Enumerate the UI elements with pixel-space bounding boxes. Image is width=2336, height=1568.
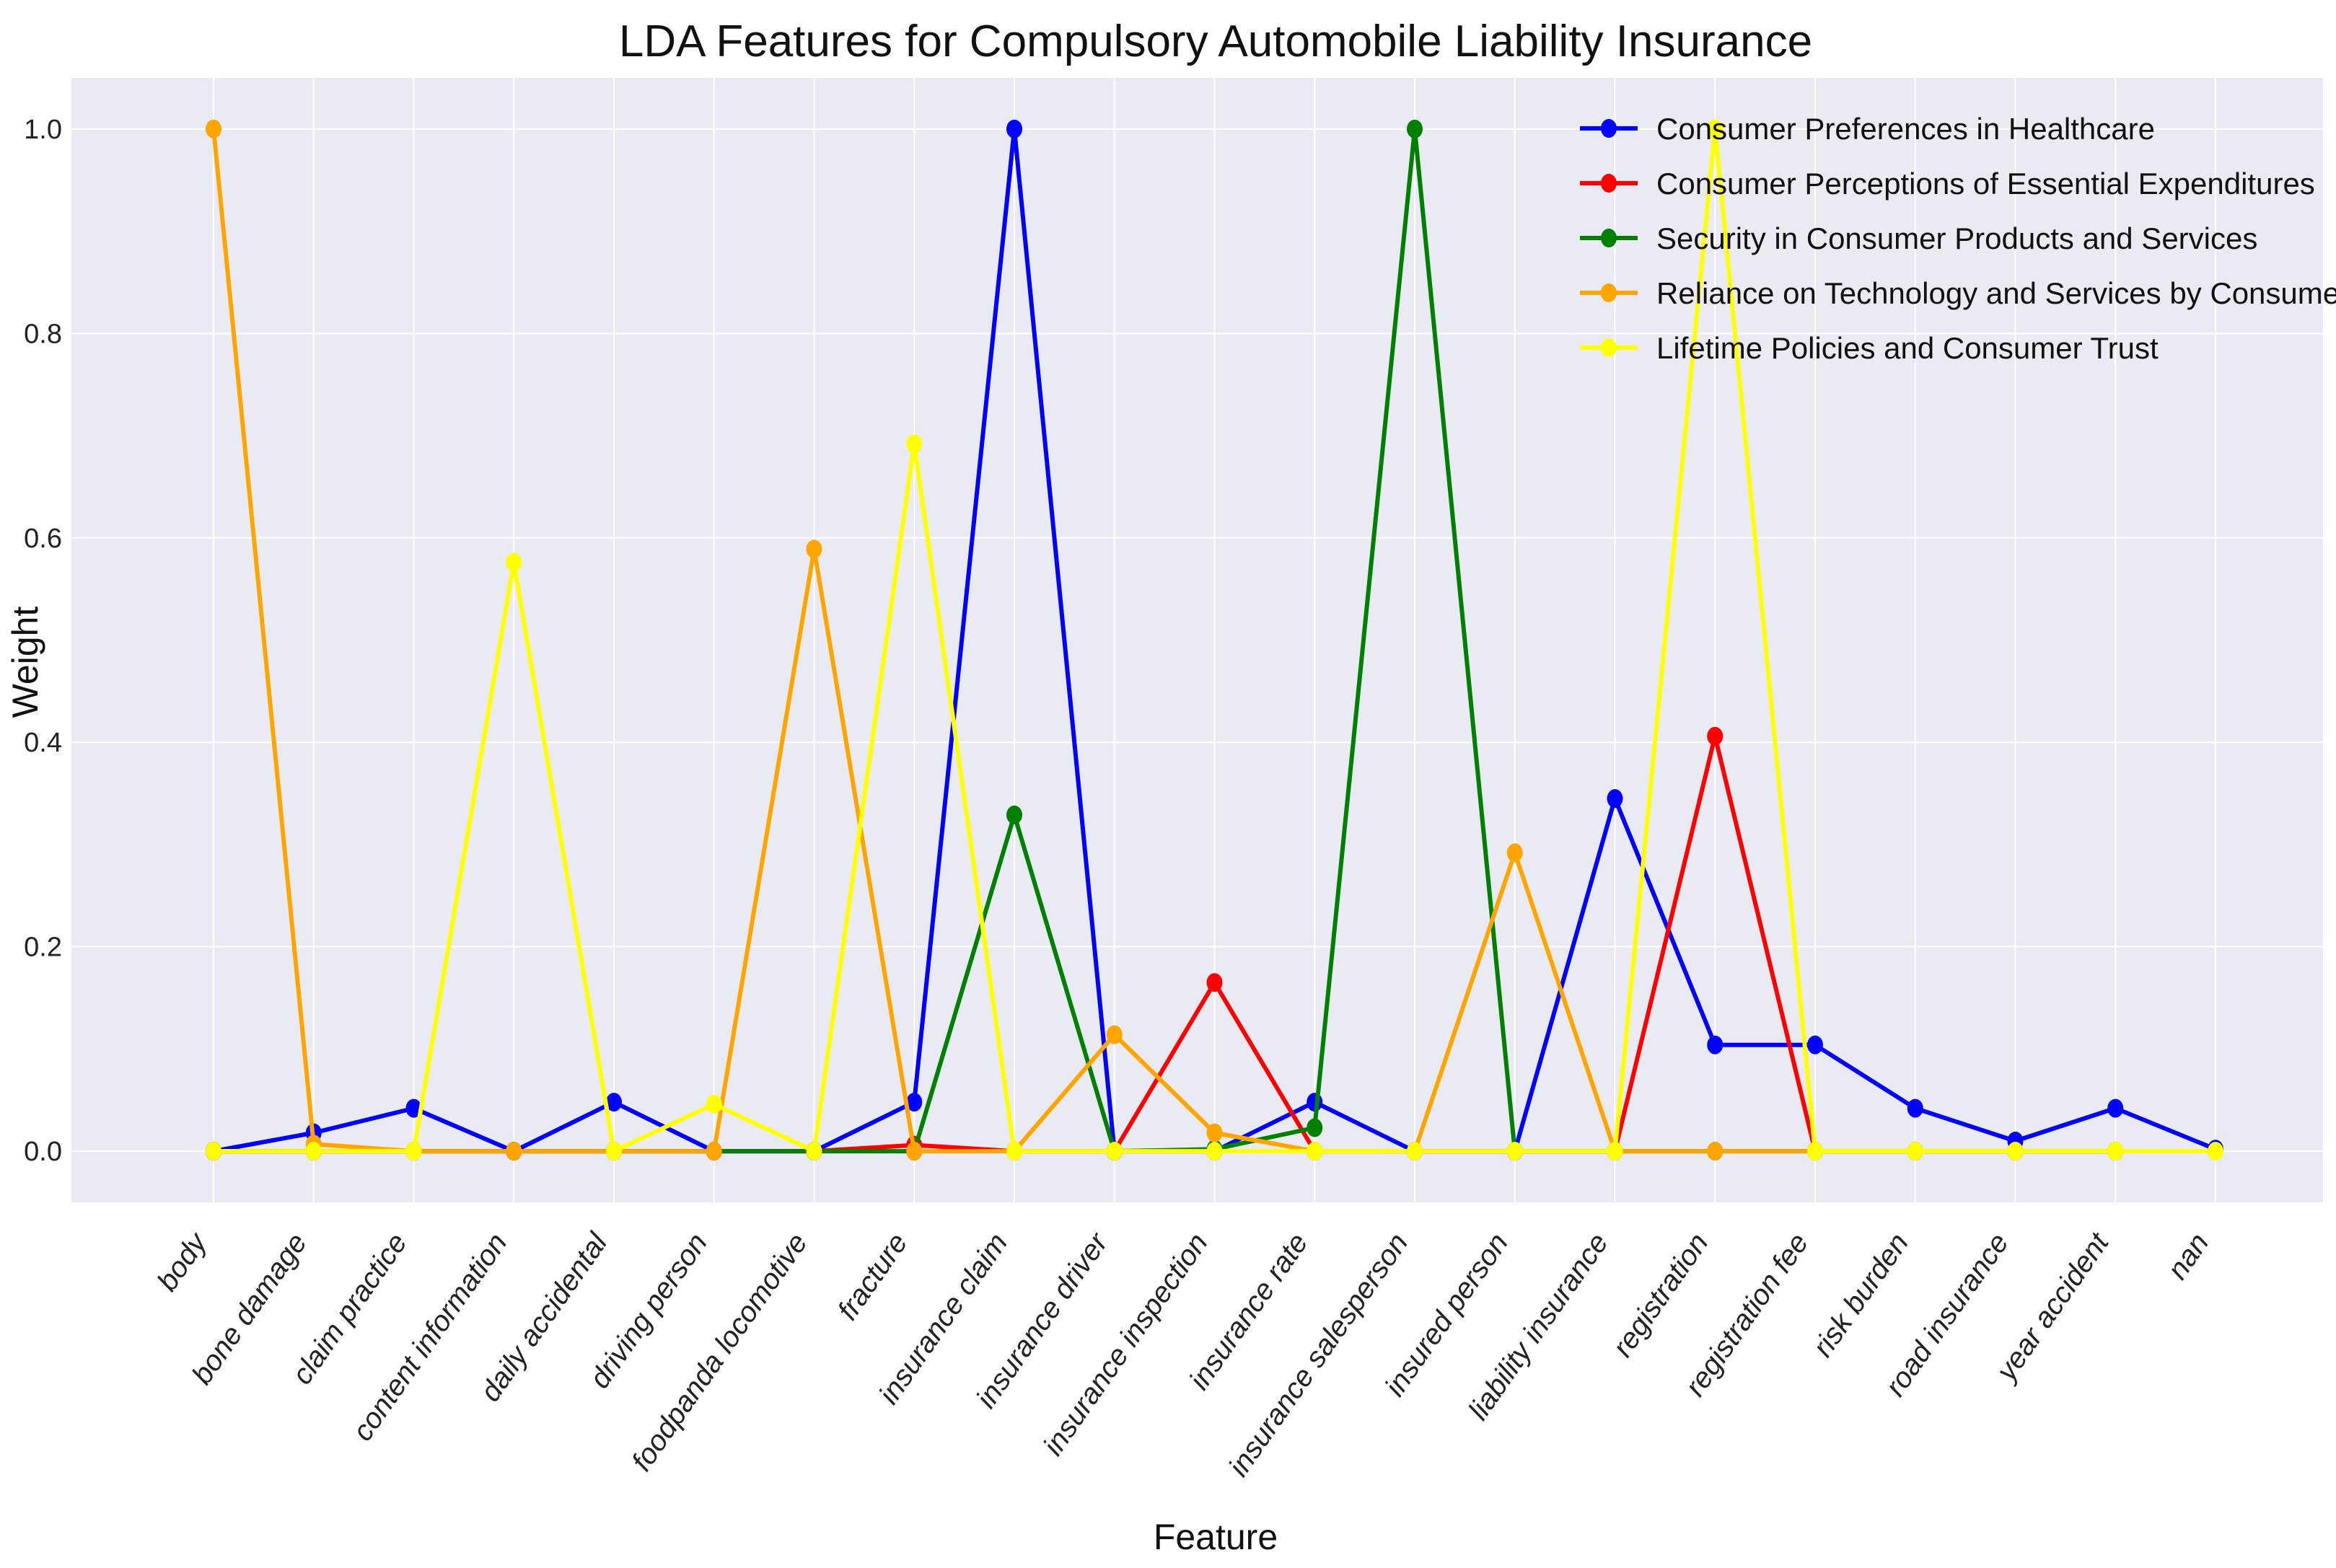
data-point <box>906 434 923 454</box>
x-tick-label: insurance salesperson <box>1223 1228 1415 1482</box>
data-point <box>1506 843 1523 863</box>
legend-marker <box>1601 119 1617 138</box>
data-point <box>1807 1035 1823 1054</box>
data-point <box>1106 1025 1123 1044</box>
data-point <box>1506 1142 1523 1161</box>
data-point <box>1006 805 1022 824</box>
data-point <box>206 119 221 138</box>
y-tick-label: 0.2 <box>24 933 62 963</box>
data-point <box>1307 1142 1323 1161</box>
legend-label: Consumer Preferences in Healthcare <box>1656 112 2155 146</box>
data-point <box>1106 1142 1123 1161</box>
data-point <box>2107 1142 2124 1161</box>
data-point <box>906 1142 923 1161</box>
data-point <box>206 1142 221 1161</box>
data-point <box>606 1093 622 1112</box>
legend-marker <box>1601 283 1617 302</box>
legend-label: Lifetime Policies and Consumer Trust <box>1656 331 2159 365</box>
data-point <box>305 1142 322 1161</box>
data-point <box>1807 1142 1823 1161</box>
data-point <box>2007 1142 2024 1161</box>
data-point <box>906 1093 923 1112</box>
legend-item: Reliance on Technology and Services by C… <box>1580 276 2336 310</box>
data-point <box>1307 1118 1323 1137</box>
legend-item: Lifetime Policies and Consumer Trust <box>1580 331 2159 365</box>
x-tick-label: registration <box>1607 1228 1715 1362</box>
x-tick-label: body <box>152 1225 215 1297</box>
data-point <box>1407 1142 1423 1161</box>
data-point <box>1907 1142 1923 1161</box>
y-axis-label: Weight <box>5 607 45 718</box>
y-tick-label: 1.0 <box>24 115 62 145</box>
data-point <box>1607 1142 1623 1161</box>
data-point <box>1707 726 1724 746</box>
data-point <box>706 1094 722 1114</box>
data-point <box>2208 1142 2223 1161</box>
legend-marker <box>1601 229 1617 247</box>
data-point <box>1006 1142 1022 1161</box>
data-point <box>1006 119 1022 138</box>
x-tick-label: fracture <box>832 1228 914 1326</box>
data-point <box>2107 1098 2124 1118</box>
x-tick-label: foodpanda locomotive <box>625 1228 814 1477</box>
data-point <box>1907 1098 1923 1118</box>
data-point <box>1707 119 1724 138</box>
legend-item: Consumer Perceptions of Essential Expend… <box>1580 167 2315 201</box>
data-point <box>1206 973 1223 992</box>
legend-item: Security in Consumer Products and Servic… <box>1580 221 2257 255</box>
data-point <box>1206 1142 1223 1161</box>
data-point <box>806 539 822 559</box>
data-point <box>405 1142 422 1161</box>
y-tick-label: 0.0 <box>24 1137 62 1167</box>
data-point <box>1206 1123 1223 1142</box>
data-point <box>1607 789 1623 809</box>
data-point <box>1707 1142 1724 1161</box>
data-point <box>606 1142 622 1161</box>
chart-title: LDA Features for Compulsory Automobile L… <box>619 17 1812 66</box>
data-point <box>506 1142 522 1161</box>
x-axis-label: Feature <box>1154 1517 1278 1557</box>
series-5 <box>206 119 2223 1161</box>
data-point <box>706 1142 722 1161</box>
legend-label: Reliance on Technology and Services by C… <box>1656 276 2336 310</box>
gridlines <box>71 78 2323 1202</box>
x-tick-label: nan <box>2161 1228 2215 1285</box>
legend: Consumer Preferences in Healthcare Consum… <box>1580 112 2336 365</box>
y-tick-label: 0.6 <box>24 524 62 554</box>
series-line <box>211 128 2116 1154</box>
data-point <box>1707 1035 1724 1054</box>
x-tick-label: risk burden <box>1807 1228 1915 1362</box>
data-point <box>506 552 522 572</box>
legend-label: Consumer Perceptions of Essential Expend… <box>1656 167 2315 201</box>
data-point <box>1407 119 1423 138</box>
y-tick-label: 0.4 <box>24 728 62 758</box>
legend-item: Consumer Preferences in Healthcare <box>1580 112 2155 146</box>
series-layer <box>206 119 2223 1161</box>
legend-marker <box>1601 338 1617 357</box>
y-tick-label: 0.8 <box>24 319 62 349</box>
legend-label: Security in Consumer Products and Servic… <box>1656 221 2257 255</box>
y-ticks: 0.0 0.2 0.4 0.6 0.8 1.0 <box>24 115 62 1167</box>
data-point <box>806 1142 822 1161</box>
data-point <box>405 1098 422 1118</box>
legend-marker <box>1601 174 1617 193</box>
